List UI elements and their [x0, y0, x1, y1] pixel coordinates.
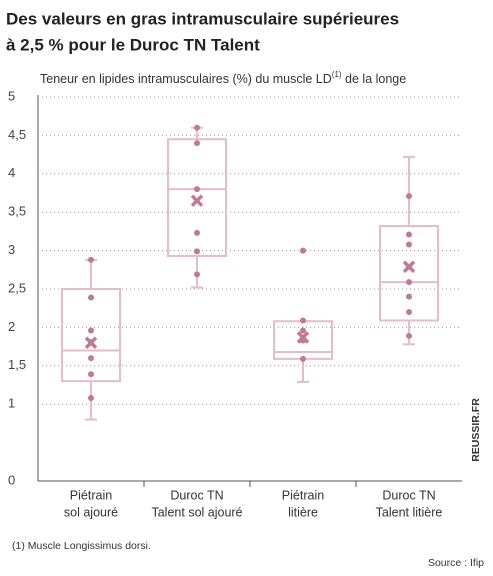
box: [61, 288, 121, 383]
point: [406, 293, 412, 300]
x-tick-label: Talent sol ajouré: [151, 505, 242, 519]
mean: [190, 194, 204, 207]
point: [194, 248, 200, 255]
y-tick-label: 2,5: [8, 280, 26, 295]
point: [88, 327, 94, 334]
chart-title: à 2,5 % pour le Duroc TN Talent: [6, 35, 260, 54]
y-tick-label: 3,5: [8, 204, 26, 219]
point: [406, 309, 412, 316]
point: [88, 294, 94, 301]
point: [88, 395, 94, 402]
mean: [402, 260, 416, 273]
footnote: (1) Muscle Longissimus dorsi.: [12, 540, 151, 552]
point: [194, 229, 200, 236]
point: [88, 371, 94, 378]
y-tick-label: 1,5: [8, 357, 26, 372]
mean: [296, 331, 310, 344]
point: [406, 193, 412, 200]
subtitle: Teneur en lipides intramusculaires (%) d…: [40, 70, 406, 86]
x-tick-label: Duroc TN: [382, 488, 435, 502]
point: [300, 247, 306, 254]
source: Source : Ifip: [428, 557, 484, 569]
point: [194, 186, 200, 193]
y-tick-label: 3: [8, 242, 15, 257]
point: [406, 231, 412, 238]
mean: [84, 336, 98, 349]
watermark: REUSSIR.FR: [470, 398, 482, 462]
chart-title: Des valeurs en gras intramusculaire supé…: [6, 9, 399, 28]
point: [406, 332, 412, 339]
x-tick-label: Talent litière: [376, 505, 443, 519]
point: [406, 279, 412, 286]
point: [194, 124, 200, 131]
y-tick-label: 4: [8, 165, 15, 180]
box: [379, 225, 439, 322]
point: [406, 241, 412, 248]
point: [194, 140, 200, 147]
subtitle-part: Teneur en lipides intramusculaires (%) d…: [40, 72, 332, 86]
point: [300, 327, 306, 334]
y-tick-label: 2: [8, 319, 15, 334]
point: [300, 317, 306, 324]
point: [194, 271, 200, 278]
y-tick-label: 1: [8, 396, 15, 411]
y-tick-label: 0: [8, 472, 15, 487]
point: [88, 355, 94, 362]
point: [88, 256, 94, 263]
x-tick-label: Piétrain: [282, 488, 324, 502]
point: [300, 355, 306, 362]
subtitle-part: de la longe: [342, 72, 407, 86]
y-tick-label: 5: [8, 88, 15, 103]
subtitle-part: (1): [332, 70, 342, 79]
x-tick-label: Piétrain: [70, 488, 112, 502]
box: [167, 138, 227, 257]
x-tick-label: litière: [288, 505, 318, 519]
x-tick-label: sol ajouré: [64, 505, 118, 519]
x-tick-label: Duroc TN: [170, 488, 223, 502]
y-tick-label: 4,5: [8, 127, 26, 142]
